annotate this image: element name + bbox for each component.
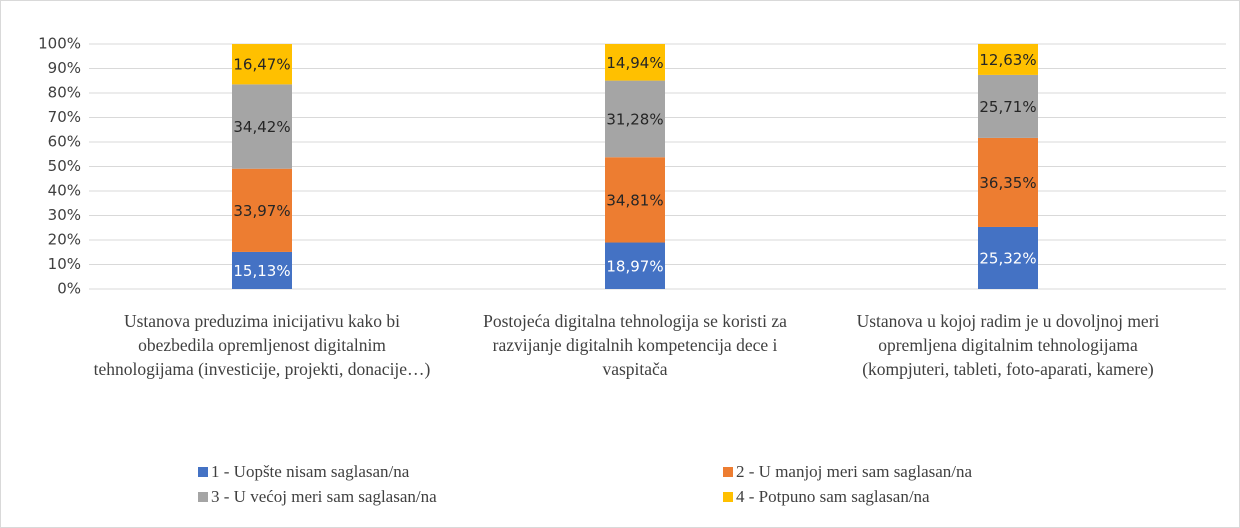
data-label: 25,32% — [979, 249, 1036, 267]
y-tick-label: 70% — [48, 108, 81, 126]
data-label: 34,81% — [606, 191, 663, 209]
bar-segment — [978, 43, 1038, 75]
data-label: 15,13% — [233, 262, 290, 280]
data-label: 36,35% — [979, 174, 1036, 192]
bar-segment — [605, 44, 665, 81]
y-tick-label: 90% — [48, 59, 81, 77]
bar-segment — [978, 226, 1038, 289]
data-label: 12,63% — [979, 51, 1036, 69]
bar-segment — [605, 80, 665, 158]
y-tick-label: 30% — [48, 206, 81, 224]
data-label: 25,71% — [979, 98, 1036, 116]
bar-segment — [232, 84, 292, 169]
y-tick-label: 0% — [57, 280, 81, 298]
data-label: 31,28% — [606, 110, 663, 128]
legend-label: 2 - U manjoj meri sam saglasan/na — [736, 462, 973, 481]
legend-swatch — [723, 467, 733, 477]
legend-label: 4 - Potpuno sam saglasan/na — [736, 487, 930, 506]
bar-segment — [605, 242, 665, 289]
bar-segment — [232, 168, 292, 252]
legend-swatch — [723, 492, 733, 502]
x-tick-label: Postojeća digitalna tehnologija se koris… — [483, 311, 787, 379]
legend-swatch — [198, 467, 208, 477]
legend-label: 1 - Uopšte nisam saglasan/na — [211, 462, 410, 481]
bar-segment — [605, 157, 665, 243]
legend-label: 3 - U većoj meri sam saglasan/na — [211, 487, 437, 506]
data-label: 33,97% — [233, 202, 290, 220]
bar-segment — [232, 251, 292, 289]
y-tick-label: 100% — [38, 35, 81, 53]
y-tick-label: 10% — [48, 255, 81, 273]
data-label: 34,42% — [233, 118, 290, 136]
y-tick-label: 80% — [48, 84, 81, 102]
bar-segment — [978, 137, 1038, 227]
data-label: 18,97% — [606, 257, 663, 275]
y-tick-label: 50% — [48, 157, 81, 175]
x-tick-label: Ustanova u kojoj radim je u dovoljnoj me… — [856, 311, 1160, 379]
x-tick-label: Ustanova preduzima inicijativu kako bi o… — [93, 311, 431, 379]
y-tick-label: 60% — [48, 133, 81, 151]
data-label: 16,47% — [233, 56, 290, 74]
bar-segment — [978, 74, 1038, 138]
y-tick-label: 20% — [48, 231, 81, 249]
legend-swatch — [198, 492, 208, 502]
data-label: 14,94% — [606, 54, 663, 72]
y-tick-label: 40% — [48, 182, 81, 200]
bar-segment — [232, 44, 292, 85]
